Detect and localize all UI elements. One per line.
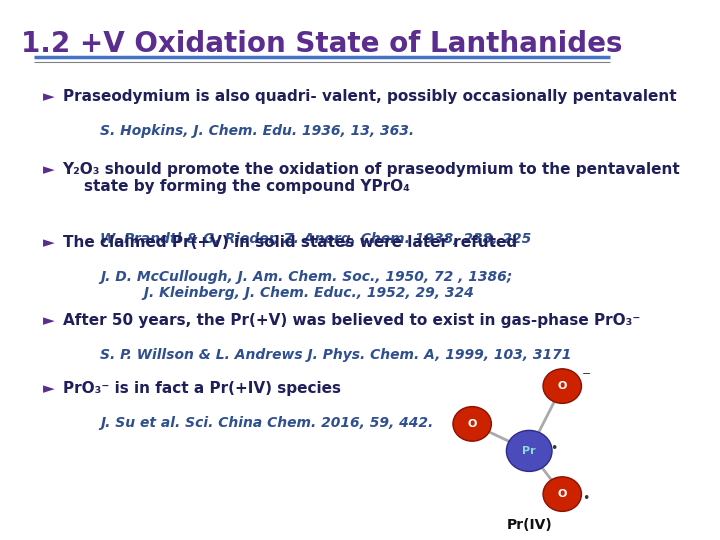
Text: W. Prandtl & G. Rieder, Z. Anorg. Chem. 1938, 238, 225: W. Prandtl & G. Rieder, Z. Anorg. Chem. …	[100, 232, 531, 246]
Text: After 50 years, the Pr(+V) was believed to exist in gas-phase PrO₃⁻: After 50 years, the Pr(+V) was believed …	[63, 313, 640, 328]
Circle shape	[543, 369, 582, 403]
Text: •: •	[582, 492, 590, 505]
Text: ►: ►	[42, 89, 55, 104]
Circle shape	[543, 477, 582, 511]
Text: ►: ►	[42, 162, 55, 177]
Circle shape	[506, 430, 552, 471]
Text: −: −	[582, 369, 591, 379]
Text: J. Su et al. Sci. China Chem. 2016, 59, 442.: J. Su et al. Sci. China Chem. 2016, 59, …	[100, 416, 433, 430]
Text: 1.2 +V Oxidation State of Lanthanides: 1.2 +V Oxidation State of Lanthanides	[22, 30, 623, 58]
Text: ►: ►	[42, 313, 55, 328]
Text: S. Hopkins, J. Chem. Edu. 1936, 13, 363.: S. Hopkins, J. Chem. Edu. 1936, 13, 363.	[100, 124, 414, 138]
Text: •: •	[549, 442, 557, 455]
Text: Pr(IV): Pr(IV)	[506, 518, 552, 532]
Text: O: O	[557, 489, 567, 499]
Text: ►: ►	[42, 235, 55, 250]
Text: PrO₃⁻ is in fact a Pr(+IV) species: PrO₃⁻ is in fact a Pr(+IV) species	[63, 381, 341, 396]
Text: ►: ►	[42, 381, 55, 396]
Text: J. D. McCullough, J. Am. Chem. Soc., 1950, 72 , 1386;
         J. Kleinberg, J. : J. D. McCullough, J. Am. Chem. Soc., 195…	[100, 270, 512, 300]
Text: Pr: Pr	[523, 446, 536, 456]
Text: Praseodymium is also quadri- valent, possibly occasionally pentavalent: Praseodymium is also quadri- valent, pos…	[63, 89, 676, 104]
Text: O: O	[467, 419, 477, 429]
Circle shape	[453, 407, 491, 441]
Text: The claimed Pr(+V) in solid states were later refuted: The claimed Pr(+V) in solid states were …	[63, 235, 517, 250]
Text: Y₂O₃ should promote the oxidation of praseodymium to the pentavalent
    state b: Y₂O₃ should promote the oxidation of pra…	[63, 162, 680, 194]
Text: O: O	[557, 381, 567, 391]
Text: S. P. Willson & L. Andrews J. Phys. Chem. A, 1999, 103, 3171: S. P. Willson & L. Andrews J. Phys. Chem…	[100, 348, 571, 362]
